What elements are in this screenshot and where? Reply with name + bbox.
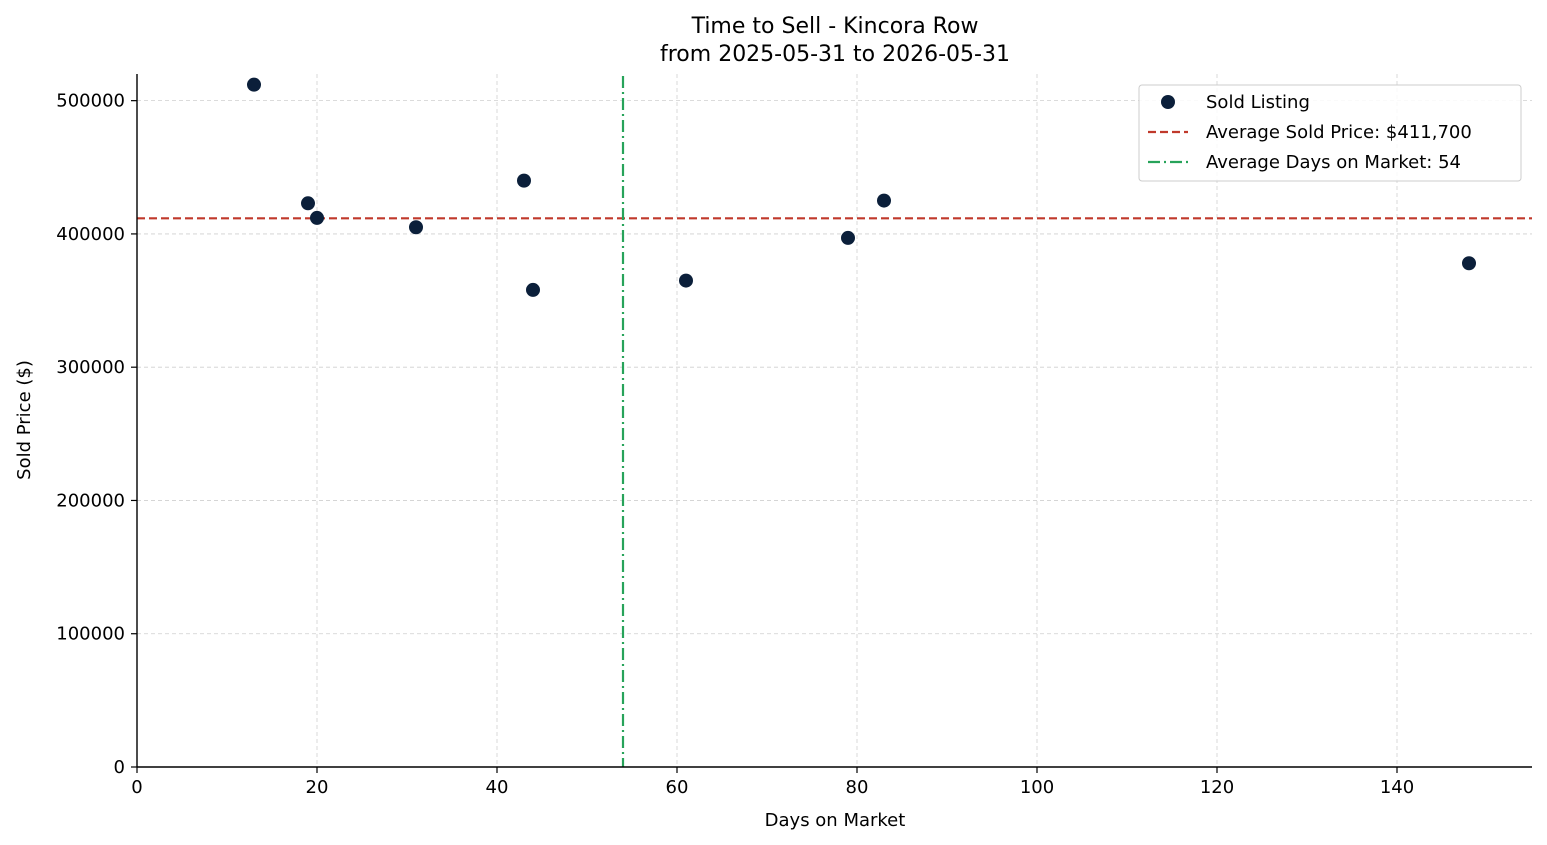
legend-label-sold-listing: Sold Listing bbox=[1206, 92, 1310, 113]
x-tick-label-0: 0 bbox=[131, 777, 142, 798]
data-point-9 bbox=[1462, 256, 1476, 271]
legend-label-avg-price: Average Sold Price: $411,700 bbox=[1206, 122, 1472, 143]
y-tick-label-3: 300000 bbox=[56, 357, 125, 378]
data-point-3 bbox=[409, 220, 423, 235]
data-point-1 bbox=[301, 196, 315, 211]
y-axis-label: Sold Price ($) bbox=[14, 360, 35, 480]
legend-label-avg-days: Average Days on Market: 54 bbox=[1206, 152, 1461, 173]
x-tick-label-1: 20 bbox=[306, 777, 329, 798]
data-point-8 bbox=[877, 193, 891, 208]
x-tick-label-7: 140 bbox=[1380, 777, 1414, 798]
chart-subtitle: from 2025-05-31 to 2026-05-31 bbox=[660, 42, 1010, 67]
x-tick-label-6: 120 bbox=[1200, 777, 1234, 798]
data-point-6 bbox=[679, 273, 693, 288]
chart-title: Time to Sell - Kincora Row bbox=[691, 14, 979, 39]
data-point-4 bbox=[517, 173, 531, 188]
x-tick-label-2: 40 bbox=[486, 777, 509, 798]
y-tick-label-1: 100000 bbox=[56, 624, 125, 645]
data-point-0 bbox=[247, 77, 261, 92]
data-point-2 bbox=[310, 210, 324, 225]
y-tick-label-2: 200000 bbox=[56, 490, 125, 511]
reference-lines bbox=[137, 76, 1532, 767]
legend: Sold Listing Average Sold Price: $411,70… bbox=[1138, 84, 1522, 182]
x-tick-label-3: 60 bbox=[666, 777, 689, 798]
x-axis-ticks: 0 20 40 60 80 100 120 140 bbox=[131, 767, 1414, 798]
x-tick-label-4: 80 bbox=[846, 777, 869, 798]
x-tick-label-5: 100 bbox=[1020, 777, 1054, 798]
data-point-7 bbox=[841, 230, 855, 245]
y-tick-label-5: 500000 bbox=[56, 91, 125, 112]
data-points bbox=[247, 77, 1476, 297]
y-tick-label-0: 0 bbox=[114, 757, 125, 778]
data-point-5 bbox=[526, 282, 540, 297]
legend-box bbox=[1138, 84, 1522, 182]
x-axis-label: Days on Market bbox=[765, 810, 906, 831]
legend-marker-sold-listing bbox=[1161, 95, 1175, 109]
y-axis-ticks: 0 100000 200000 300000 400000 500000 bbox=[56, 91, 137, 778]
y-tick-label-4: 400000 bbox=[56, 224, 125, 245]
